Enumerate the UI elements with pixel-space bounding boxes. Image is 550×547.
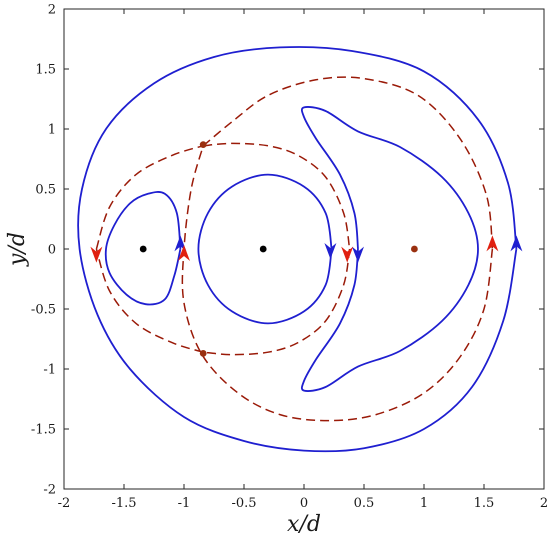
dashed-separatrix [202, 76, 494, 250]
ticks-layer: -2 -1.5 -1 -0.5 0 0.5 1 1.5 2 -2 -1.5 -1 -0.5 0 0.5 1 1.… [31, 3, 548, 512]
fixed-point [259, 245, 267, 253]
x-tick-label: 0 [300, 496, 308, 511]
saddle-point [199, 141, 207, 149]
saddle-point [411, 245, 418, 253]
flow-arrow-solid [352, 246, 364, 263]
solid-streamline [300, 106, 479, 392]
flow-arrow-dashed [90, 246, 103, 263]
x-tick-label: -1.5 [111, 496, 136, 511]
flow-arrow-solid [324, 243, 337, 259]
flow-arrow-solid [510, 235, 523, 252]
flow-arrow-dashed [341, 246, 354, 263]
x-axis-label: x/d [287, 512, 321, 537]
saddle-point [199, 350, 207, 357]
y-tick-label: -1.5 [31, 423, 56, 438]
x-tick-label: -0.5 [231, 496, 256, 511]
y-tick-label: 1 [48, 123, 56, 138]
solid-streamline [77, 46, 518, 453]
fixed-point [139, 245, 147, 253]
solid-streamline [104, 191, 182, 306]
flow-arrow-dashed [178, 245, 190, 261]
flow-arrow-dashed [486, 235, 499, 252]
points-layer [139, 141, 418, 357]
plot-frame [63, 8, 545, 490]
dashed-separatrix [203, 248, 351, 356]
y-tick-label: 0.5 [35, 183, 56, 198]
dashed-separatrix [95, 145, 204, 250]
x-tick-label: 1 [420, 496, 428, 511]
dashed-separatrix [95, 248, 204, 353]
markers-layer [90, 235, 523, 263]
y-tick-label: -0.5 [31, 303, 56, 318]
x-tick-label: -2 [58, 496, 71, 511]
x-tick-label: 1.5 [474, 496, 495, 511]
x-tick-label: -1 [178, 496, 191, 511]
dashed-separatrix [203, 142, 351, 250]
y-tick-label: -2 [43, 483, 56, 498]
solid-streamline [197, 173, 333, 325]
y-tick-label: 1.5 [35, 63, 56, 78]
y-tick-label: 0 [48, 243, 56, 258]
y-axis-label: y/d [5, 232, 30, 267]
x-tick-label: 0.5 [354, 496, 375, 511]
y-tick-label: 2 [48, 3, 56, 18]
x-tick-label: 2 [540, 496, 548, 511]
curves-layer [77, 46, 518, 453]
y-tick-label: -1 [43, 363, 56, 378]
